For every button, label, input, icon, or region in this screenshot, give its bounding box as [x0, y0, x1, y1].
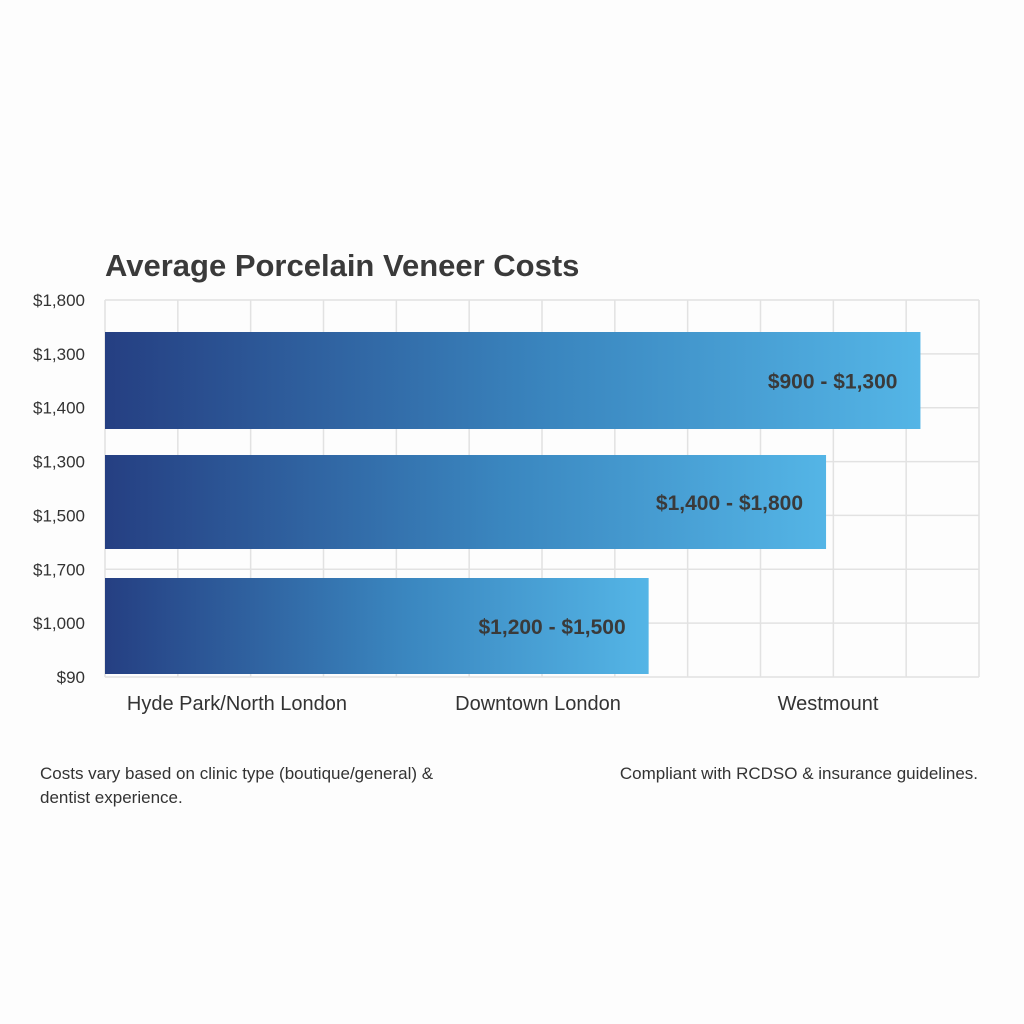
- x-tick-label: Hyde Park/North London: [127, 693, 347, 715]
- y-axis: $1,800 $1,300 $1,400 $1,300 $1,500 $1,700 $1,0…: [33, 291, 85, 687]
- y-tick-label: $1,300: [33, 345, 85, 364]
- x-axis: Hyde Park/North London Downtown London Wes…: [127, 693, 879, 715]
- note-left: Costs vary based on clinic type (boutiqu…: [40, 764, 434, 807]
- bars: $900 - $1,300 $1,400 - $1,800 $1,200 - $1,…: [105, 332, 921, 674]
- bar-data-label: $900 - $1,300: [768, 371, 898, 394]
- bar: [105, 578, 649, 674]
- bar: [105, 332, 921, 429]
- chart-title: Average Porcelain Veneer Costs: [105, 248, 579, 283]
- y-tick-label: $1,000: [33, 614, 85, 633]
- x-tick-label: Downtown London: [455, 693, 621, 715]
- y-tick-label: $1,300: [33, 453, 85, 472]
- y-tick-label: $1,400: [33, 399, 85, 418]
- bar: [105, 455, 827, 549]
- bar-data-label: $1,200 - $1,500: [479, 616, 626, 639]
- note-right: Compliant with RCDSO & insurance guideli…: [619, 764, 978, 783]
- x-tick-label: Westmount: [778, 693, 879, 715]
- y-tick-label: $1,800: [33, 291, 85, 310]
- y-tick-label: $1,700: [33, 560, 85, 579]
- y-tick-label: $1,500: [33, 506, 85, 525]
- y-tick-label: $90: [57, 668, 85, 687]
- bar-data-label: $1,400 - $1,800: [656, 492, 803, 515]
